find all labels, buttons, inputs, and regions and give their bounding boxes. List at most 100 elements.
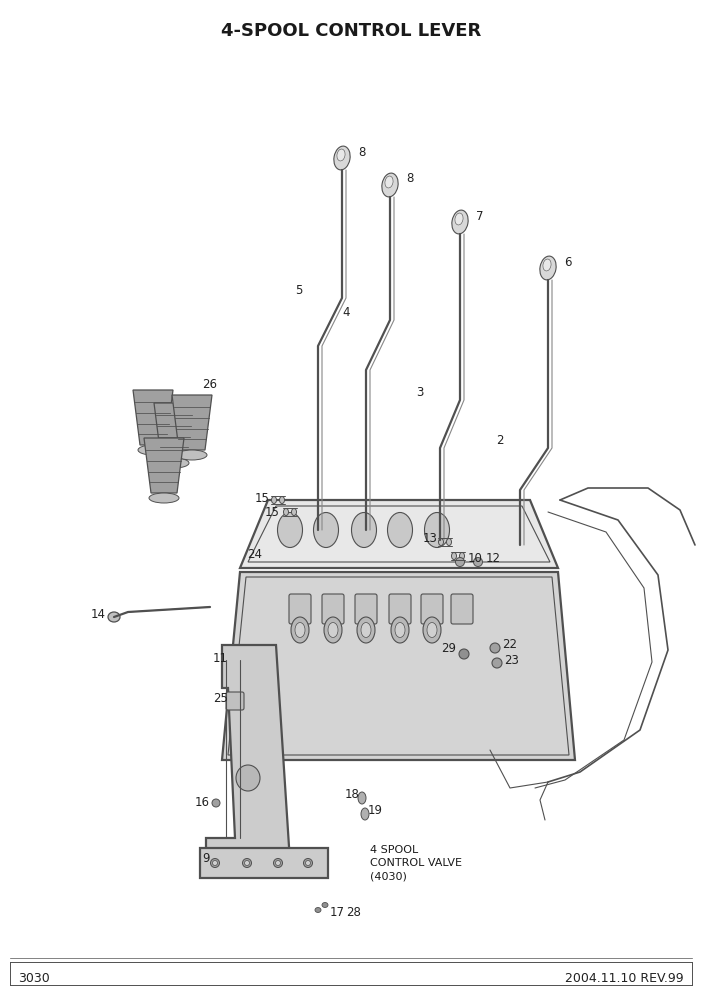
- Ellipse shape: [211, 858, 220, 867]
- Ellipse shape: [361, 808, 369, 820]
- Polygon shape: [133, 390, 173, 445]
- Text: 15: 15: [255, 491, 270, 505]
- Text: 7: 7: [476, 209, 484, 222]
- Text: 23: 23: [504, 654, 519, 667]
- Ellipse shape: [324, 617, 342, 643]
- Ellipse shape: [385, 176, 393, 187]
- FancyBboxPatch shape: [289, 594, 311, 624]
- Text: 24: 24: [247, 548, 262, 560]
- Ellipse shape: [540, 256, 556, 280]
- Text: 2004.11.10 REV.99: 2004.11.10 REV.99: [565, 971, 684, 984]
- Ellipse shape: [138, 445, 168, 455]
- FancyBboxPatch shape: [322, 594, 344, 624]
- Ellipse shape: [284, 509, 289, 516]
- Text: 25: 25: [213, 691, 228, 704]
- Ellipse shape: [456, 558, 465, 566]
- Text: 28: 28: [346, 906, 361, 919]
- Ellipse shape: [361, 623, 371, 638]
- Ellipse shape: [149, 493, 179, 503]
- Text: 13: 13: [423, 532, 438, 545]
- Ellipse shape: [277, 513, 303, 548]
- Ellipse shape: [543, 259, 551, 271]
- Ellipse shape: [474, 558, 482, 566]
- Text: 12: 12: [486, 552, 501, 564]
- Polygon shape: [144, 438, 184, 493]
- Ellipse shape: [423, 617, 441, 643]
- Text: 16: 16: [195, 796, 210, 808]
- Ellipse shape: [382, 173, 398, 196]
- Text: 26: 26: [202, 378, 217, 391]
- Text: 10: 10: [468, 552, 483, 564]
- Text: 11: 11: [213, 652, 228, 665]
- Ellipse shape: [451, 553, 456, 559]
- Ellipse shape: [357, 617, 375, 643]
- Text: 8: 8: [358, 146, 365, 159]
- Ellipse shape: [159, 458, 189, 468]
- Ellipse shape: [236, 765, 260, 791]
- FancyBboxPatch shape: [421, 594, 443, 624]
- Ellipse shape: [460, 553, 465, 559]
- Text: 4 SPOOL
CONTROL VALVE
(4030): 4 SPOOL CONTROL VALVE (4030): [370, 845, 462, 882]
- FancyBboxPatch shape: [355, 594, 377, 624]
- Text: 19: 19: [368, 804, 383, 816]
- Ellipse shape: [275, 860, 281, 865]
- Ellipse shape: [388, 513, 413, 548]
- Ellipse shape: [244, 860, 249, 865]
- FancyBboxPatch shape: [451, 594, 473, 624]
- Ellipse shape: [291, 509, 296, 516]
- Ellipse shape: [322, 903, 328, 908]
- Ellipse shape: [328, 623, 338, 638]
- Ellipse shape: [395, 623, 405, 638]
- Ellipse shape: [242, 858, 251, 867]
- FancyBboxPatch shape: [226, 692, 244, 710]
- Ellipse shape: [303, 858, 312, 867]
- Ellipse shape: [305, 860, 310, 865]
- Text: 9: 9: [202, 851, 210, 864]
- Text: 2: 2: [496, 434, 504, 446]
- Ellipse shape: [337, 149, 345, 161]
- Polygon shape: [206, 645, 290, 862]
- Ellipse shape: [177, 450, 207, 460]
- Polygon shape: [222, 572, 575, 760]
- Ellipse shape: [291, 617, 309, 643]
- Ellipse shape: [212, 799, 220, 807]
- Text: 5: 5: [295, 284, 302, 297]
- Text: 4: 4: [343, 306, 350, 318]
- Text: 17: 17: [330, 906, 345, 919]
- FancyBboxPatch shape: [389, 594, 411, 624]
- Text: 14: 14: [91, 607, 106, 621]
- Ellipse shape: [279, 497, 284, 504]
- Ellipse shape: [274, 858, 282, 867]
- Ellipse shape: [108, 612, 120, 622]
- Ellipse shape: [352, 513, 376, 548]
- Text: 8: 8: [406, 173, 413, 186]
- Polygon shape: [240, 500, 558, 568]
- Ellipse shape: [272, 497, 277, 504]
- Ellipse shape: [334, 146, 350, 170]
- Ellipse shape: [439, 539, 444, 546]
- Ellipse shape: [490, 643, 500, 653]
- Ellipse shape: [455, 213, 463, 225]
- Polygon shape: [154, 403, 194, 458]
- Text: 18: 18: [345, 788, 360, 801]
- Polygon shape: [172, 395, 212, 450]
- Text: 3030: 3030: [18, 971, 50, 984]
- Ellipse shape: [452, 210, 468, 234]
- Ellipse shape: [425, 513, 449, 548]
- Ellipse shape: [315, 908, 321, 913]
- Ellipse shape: [295, 623, 305, 638]
- Text: 4-SPOOL CONTROL LEVER: 4-SPOOL CONTROL LEVER: [221, 22, 481, 40]
- Ellipse shape: [314, 513, 338, 548]
- Text: 29: 29: [441, 642, 456, 655]
- Polygon shape: [200, 848, 328, 878]
- Text: 6: 6: [564, 256, 571, 269]
- Text: 15: 15: [265, 506, 280, 519]
- Ellipse shape: [459, 649, 469, 659]
- Ellipse shape: [446, 539, 451, 546]
- Ellipse shape: [213, 860, 218, 865]
- Ellipse shape: [492, 658, 502, 668]
- Ellipse shape: [427, 623, 437, 638]
- Text: 22: 22: [502, 639, 517, 652]
- Ellipse shape: [358, 792, 366, 804]
- Text: 3: 3: [416, 386, 424, 399]
